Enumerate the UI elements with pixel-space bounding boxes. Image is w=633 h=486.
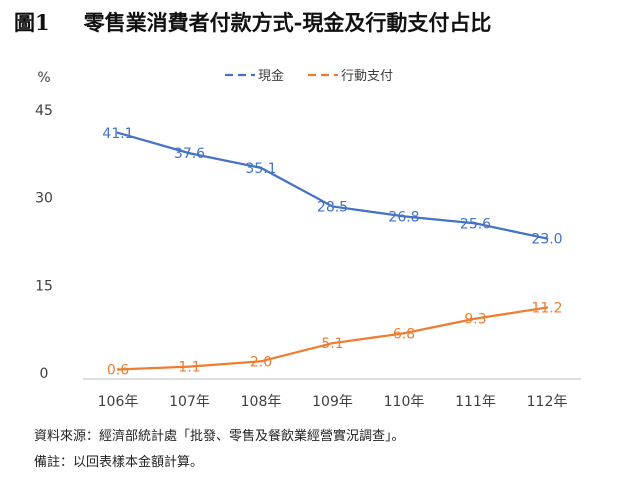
data-point <box>545 306 549 309</box>
x-tick-label: 110年 <box>384 394 425 410</box>
x-tick-label: 107年 <box>169 394 210 410</box>
data-point <box>116 131 120 134</box>
data-point <box>188 152 191 155</box>
x-tick-label: 106年 <box>98 394 139 410</box>
figure-title: 圖1 零售業消費者付款方式-現金及行動支付占比 <box>14 6 491 40</box>
x-tick-label: 111年 <box>455 394 496 410</box>
x-tick-label: 112年 <box>527 394 568 410</box>
data-point <box>402 215 406 218</box>
data-point <box>259 166 263 170</box>
data-label: 11.2 <box>531 301 562 317</box>
legend-label-1: 行動支付 <box>341 69 393 84</box>
data-label: 41.1 <box>102 126 133 142</box>
data-label: 26.8 <box>388 209 419 225</box>
data-point <box>188 365 191 368</box>
figure-title-text: 零售業消費者付款方式-現金及行動支付占比 <box>83 10 492 35</box>
data-label: 25.6 <box>460 216 491 232</box>
figure-number: 圖1 <box>14 10 50 35</box>
data-label: 2.0 <box>250 354 272 370</box>
data-label: 35.1 <box>245 161 276 177</box>
data-label: 28.5 <box>317 199 348 215</box>
y-axis-unit-label: % <box>37 70 50 86</box>
data-point <box>474 317 477 320</box>
x-tick-label: 108年 <box>241 394 282 410</box>
y-tick-label: 0 <box>40 366 49 382</box>
data-label: 23.0 <box>531 232 562 248</box>
data-point <box>259 360 263 363</box>
data-point <box>545 237 549 240</box>
data-point <box>116 368 120 371</box>
figure-notes: 資料來源：經濟部統計處「批發、零售及餐飲業經營實況調查」。 備註：以回表樣本金額… <box>34 424 405 476</box>
legend-label-0: 現金 <box>258 68 284 84</box>
data-label: 5.1 <box>321 336 343 352</box>
source-note: 資料來源：經濟部統計處「批發、零售及餐飲業經營實況調查」。 <box>34 429 405 444</box>
data-label: 37.6 <box>174 146 205 162</box>
data-label: 6.8 <box>393 326 415 342</box>
data-label: 1.1 <box>178 360 200 376</box>
data-point <box>474 222 477 225</box>
y-tick-label: 45 <box>35 103 53 119</box>
y-tick-label: 30 <box>35 191 53 207</box>
data-label: 9.3 <box>464 312 486 328</box>
data-point <box>402 332 406 335</box>
data-point <box>331 205 334 208</box>
y-tick-label: 15 <box>35 278 53 294</box>
data-point <box>331 341 334 345</box>
remark-note: 備註：以回表樣本金額計算。 <box>34 455 204 470</box>
data-label: 0.6 <box>107 362 129 378</box>
x-tick-label: 109年 <box>312 394 353 410</box>
